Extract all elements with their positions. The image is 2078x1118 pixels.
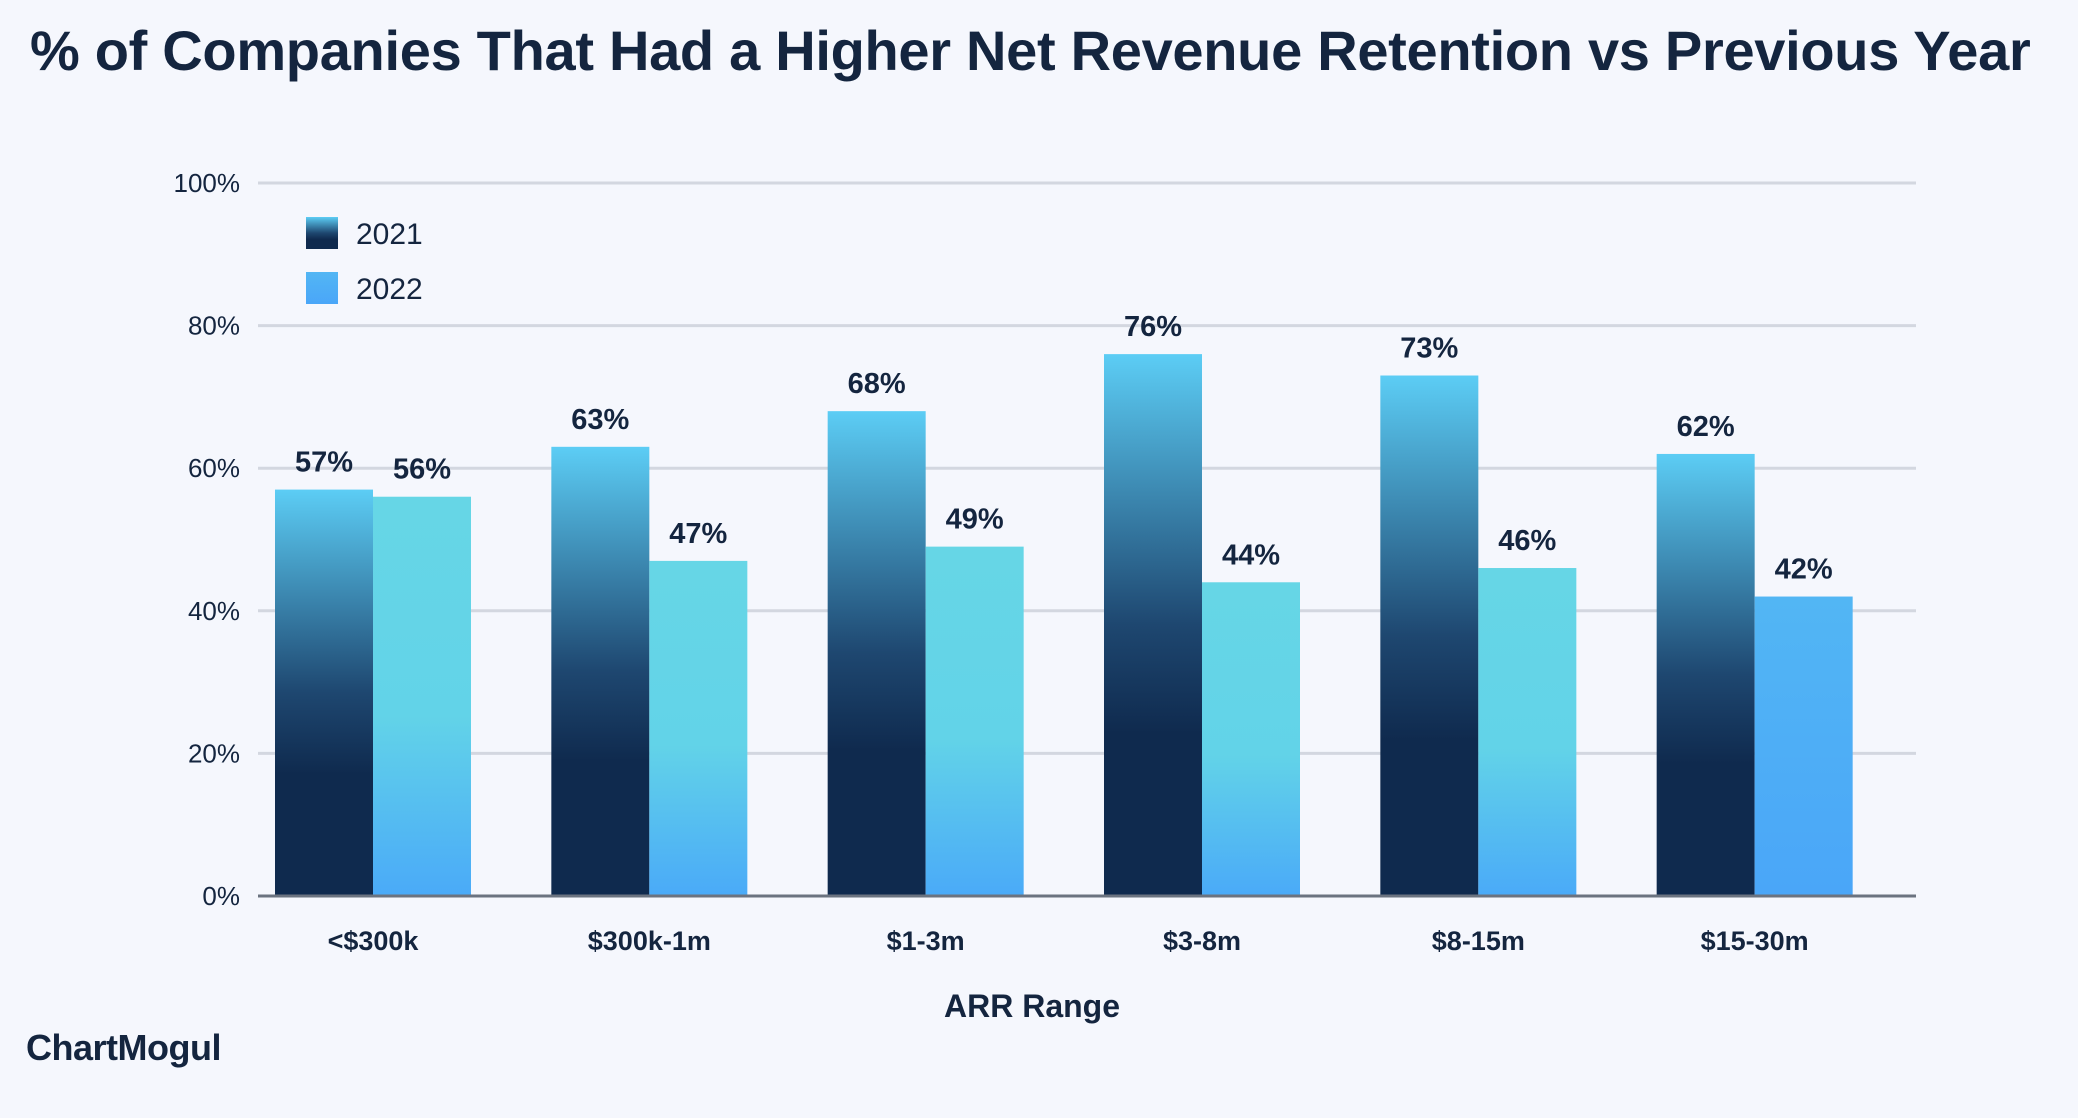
legend-swatch-2021 — [306, 217, 338, 249]
x-tick-label: <$300k — [328, 926, 420, 956]
bar-2022-3 — [1202, 582, 1300, 896]
bar-2021-3 — [1104, 354, 1202, 896]
data-label: 76% — [1124, 311, 1182, 343]
x-tick-label: $300k-1m — [588, 926, 711, 956]
y-tick-label: 100% — [174, 168, 241, 198]
x-tick-label: $3-8m — [1163, 926, 1241, 956]
bar-2022-5 — [1754, 596, 1853, 896]
data-label: 44% — [1222, 539, 1280, 571]
data-label: 46% — [1498, 525, 1556, 557]
chart-title: % of Companies That Had a Higher Net Rev… — [30, 19, 2031, 82]
bar-2022-4 — [1478, 568, 1577, 896]
bar-2022-1 — [649, 560, 748, 896]
x-tick-label: $8-15m — [1432, 926, 1525, 956]
bar-2021-5 — [1656, 453, 1755, 896]
legend: 2021 2022 — [306, 217, 423, 306]
bar-2022-2 — [925, 546, 1024, 896]
legend-label-2022: 2022 — [356, 273, 423, 306]
x-tick-label: $15-30m — [1701, 926, 1809, 956]
bar-2021-4 — [1380, 375, 1479, 896]
legend-label-2021: 2021 — [356, 218, 423, 251]
y-tick-label: 40% — [188, 596, 240, 626]
grid-lines — [258, 181, 1916, 755]
bar-2022-0 — [373, 496, 471, 896]
y-axis-tick-labels: 0% 20% 40% 60% 80% 100% — [174, 168, 241, 911]
y-tick-label: 20% — [188, 738, 240, 768]
data-label: 73% — [1400, 333, 1458, 365]
x-axis-tick-labels: <$300k $300k-1m $1-3m $3-8m $8-15m $15-30m — [328, 926, 1809, 956]
x-tick-label: $1-3m — [887, 926, 965, 956]
chartmogul-logo: ChartMogul — [26, 1027, 221, 1068]
data-label: 63% — [571, 404, 629, 436]
legend-swatch-2022 — [306, 272, 338, 304]
data-label: 47% — [669, 518, 727, 550]
bars — [275, 354, 1853, 896]
x-axis-title: ARR Range — [944, 988, 1120, 1024]
data-labels: 57% 56% 63% 47% 68% 49% 76% 44% 73% 46% 62% 42% — [295, 311, 1833, 585]
bar-2021-1 — [551, 446, 650, 896]
data-label: 42% — [1775, 554, 1833, 586]
data-label: 49% — [946, 504, 1004, 536]
bar-2021-2 — [827, 411, 926, 896]
y-tick-label: 80% — [188, 311, 240, 341]
data-label: 68% — [848, 368, 906, 400]
data-label: 62% — [1677, 411, 1735, 443]
y-tick-label: 0% — [202, 881, 240, 911]
data-label: 57% — [295, 447, 353, 479]
bar-2021-0 — [275, 489, 373, 896]
y-tick-label: 60% — [188, 453, 240, 483]
data-label: 56% — [393, 454, 451, 486]
